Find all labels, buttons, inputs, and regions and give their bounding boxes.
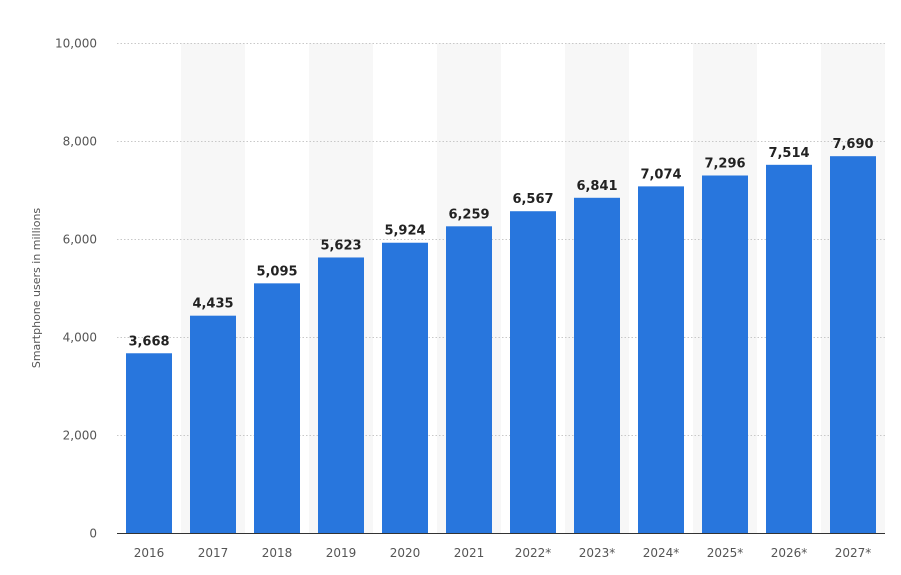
x-tick-label: 2017 [198, 546, 229, 560]
data-label: 6,567 [512, 192, 553, 207]
y-axis-title: Smartphone users in millions [30, 208, 43, 369]
x-tick-label: 2026* [771, 546, 808, 560]
data-label: 4,435 [192, 297, 233, 312]
bar[interactable] [318, 257, 364, 533]
x-tick-label: 2019 [326, 546, 357, 560]
bar[interactable] [638, 186, 684, 533]
x-axis-ticks: 2016 2017 2018 2019 2020 2021 2022* 2023* 2024* 2… [134, 546, 872, 560]
y-tick-label: 10,000 [55, 37, 97, 51]
y-tick-label: 8,000 [63, 135, 97, 149]
data-label: 6,841 [576, 179, 617, 194]
y-tick-label: 4,000 [63, 331, 97, 345]
data-label: 5,623 [320, 238, 361, 253]
data-label: 7,690 [832, 137, 873, 152]
bar[interactable] [190, 315, 236, 533]
data-label: 5,095 [256, 264, 297, 279]
y-axis-ticks: 0 2,000 4,000 6,000 8,000 10,000 [55, 37, 97, 541]
bar[interactable] [446, 226, 492, 533]
data-label: 7,074 [640, 167, 681, 182]
x-tick-label: 2020 [390, 546, 421, 560]
x-tick-label: 2025* [707, 546, 744, 560]
bar[interactable] [126, 353, 172, 533]
bars [126, 156, 876, 534]
data-label: 6,259 [448, 207, 489, 222]
x-tick-label: 2027* [835, 546, 872, 560]
bar[interactable] [574, 197, 620, 533]
x-tick-label: 2018 [262, 546, 293, 560]
y-tick-label: 6,000 [63, 233, 97, 247]
bar[interactable] [254, 283, 300, 533]
bar[interactable] [766, 164, 812, 533]
data-label: 7,514 [768, 146, 809, 161]
y-tick-label: 0 [89, 527, 97, 541]
x-tick-label: 2021 [454, 546, 485, 560]
bar[interactable] [702, 175, 748, 533]
value-labels: 3,668 4,435 5,095 5,623 5,924 6,259 6,567 6,841… [128, 137, 873, 349]
y-tick-label: 2,000 [63, 429, 97, 443]
data-label: 7,296 [704, 156, 745, 171]
x-tick-label: 2016 [134, 546, 165, 560]
data-label: 5,924 [384, 224, 425, 239]
bar[interactable] [382, 242, 428, 533]
x-tick-label: 2022* [515, 546, 552, 560]
x-tick-label: 2024* [643, 546, 680, 560]
data-label: 3,668 [128, 334, 169, 349]
bar[interactable] [830, 156, 876, 533]
x-tick-label: 2023* [579, 546, 616, 560]
bar[interactable] [510, 211, 556, 534]
